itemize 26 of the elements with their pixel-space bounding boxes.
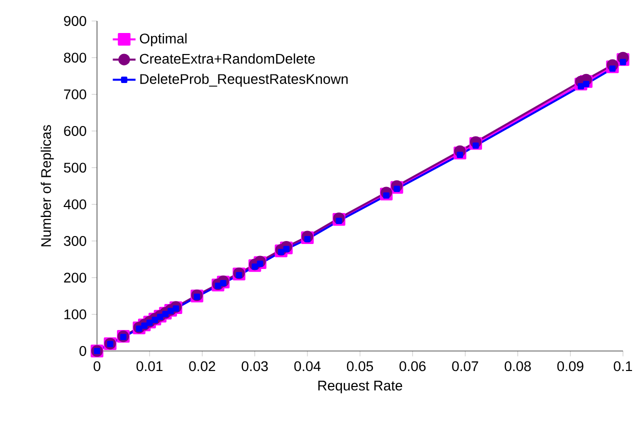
x-tick-label: 0.1 (614, 361, 632, 372)
y-axis-title: Number of Replicas (40, 125, 54, 246)
x-tick-label: 0.08 (504, 361, 531, 372)
x-tick-label: 0.09 (557, 361, 584, 372)
y-tick-label: 500 (64, 162, 86, 173)
y-tick-label: 0 (79, 346, 86, 356)
x-axis-title: Request Rate (318, 380, 402, 394)
x-tick-label: 0.02 (189, 361, 216, 372)
y-tick-label: 900 (64, 16, 86, 26)
x-tick-label: 0.06 (400, 361, 426, 372)
x-tick-label: 0.04 (294, 361, 321, 372)
x-tick-label: 0 (94, 361, 100, 372)
y-tick-label: 800 (64, 52, 86, 63)
y-tick-label: 200 (64, 272, 86, 283)
y-tick-label: 300 (64, 236, 86, 246)
y-tick-label: 400 (64, 199, 86, 210)
y-tick-label: 600 (64, 126, 86, 136)
y-tick-label: 100 (64, 309, 86, 320)
x-tick-label: 0.05 (346, 361, 374, 372)
y-tick-label: 700 (64, 89, 86, 100)
legend-label: DeleteProb_RequestRatesKnown (140, 74, 348, 87)
x-tick-label: 0.07 (452, 361, 478, 372)
x-tick-label: 0.03 (242, 361, 268, 372)
x-tick-label: 0.01 (136, 361, 163, 372)
legend-label: CreateExtra+RandomDelete (140, 53, 315, 64)
legend-label: Optimal (140, 33, 187, 46)
